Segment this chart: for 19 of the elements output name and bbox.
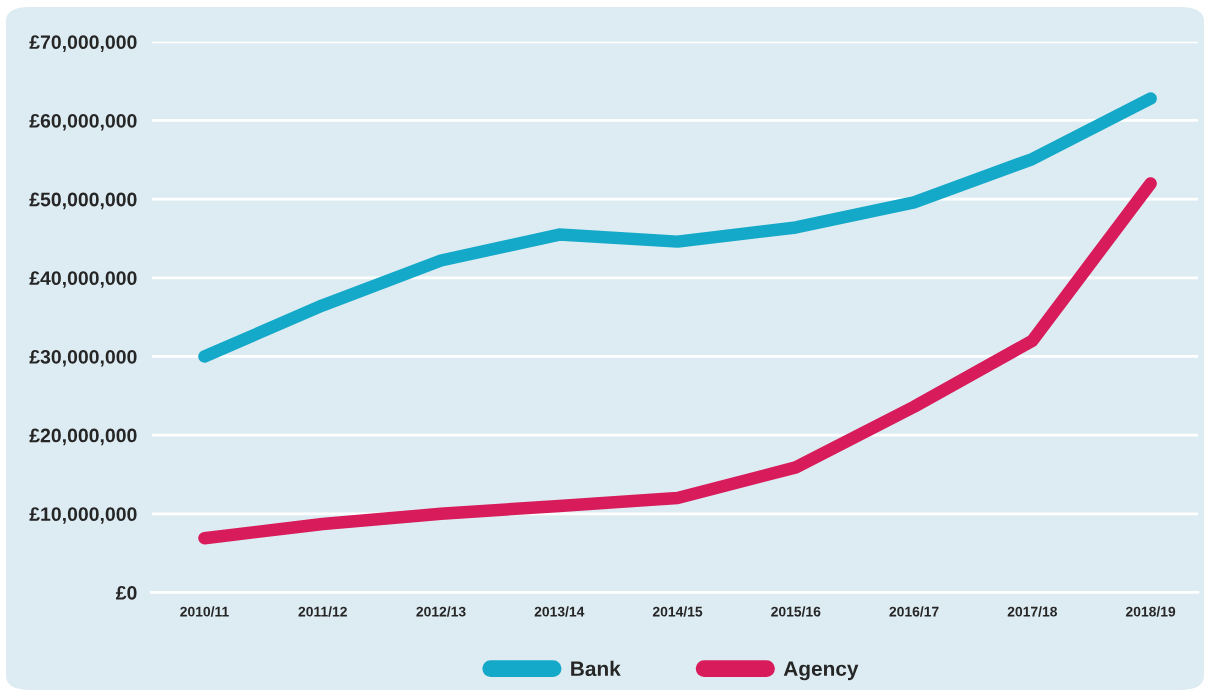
x-tick-label: 2010/11 xyxy=(180,606,229,617)
x-tick-label: 2014/15 xyxy=(652,606,703,617)
legend-label: Bank xyxy=(571,660,621,677)
x-tick-label: 2013/14 xyxy=(534,606,585,617)
y-tick-label: £50,000,000 xyxy=(29,192,137,210)
x-tick-label: 2015/16 xyxy=(771,606,821,617)
x-tick-label: 2011/12 xyxy=(298,606,347,617)
x-tick-label: 2012/13 xyxy=(416,606,466,617)
x-tick-label: 2018/19 xyxy=(1125,606,1176,617)
x-tick-label: 2016/17 xyxy=(889,606,939,617)
y-tick-label: £40,000,000 xyxy=(29,271,137,288)
y-tick-label: £10,000,000 xyxy=(29,507,137,524)
y-tick-label: £0 xyxy=(115,585,137,600)
y-tick-label: £20,000,000 xyxy=(29,428,137,446)
y-tick-label: £70,000,000 xyxy=(29,35,137,52)
y-tick-label: £30,000,000 xyxy=(29,349,137,367)
x-tick-label: 2017/18 xyxy=(1007,606,1058,617)
legend-label: Agency xyxy=(783,661,859,681)
y-tick-label: £60,000,000 xyxy=(29,113,137,131)
